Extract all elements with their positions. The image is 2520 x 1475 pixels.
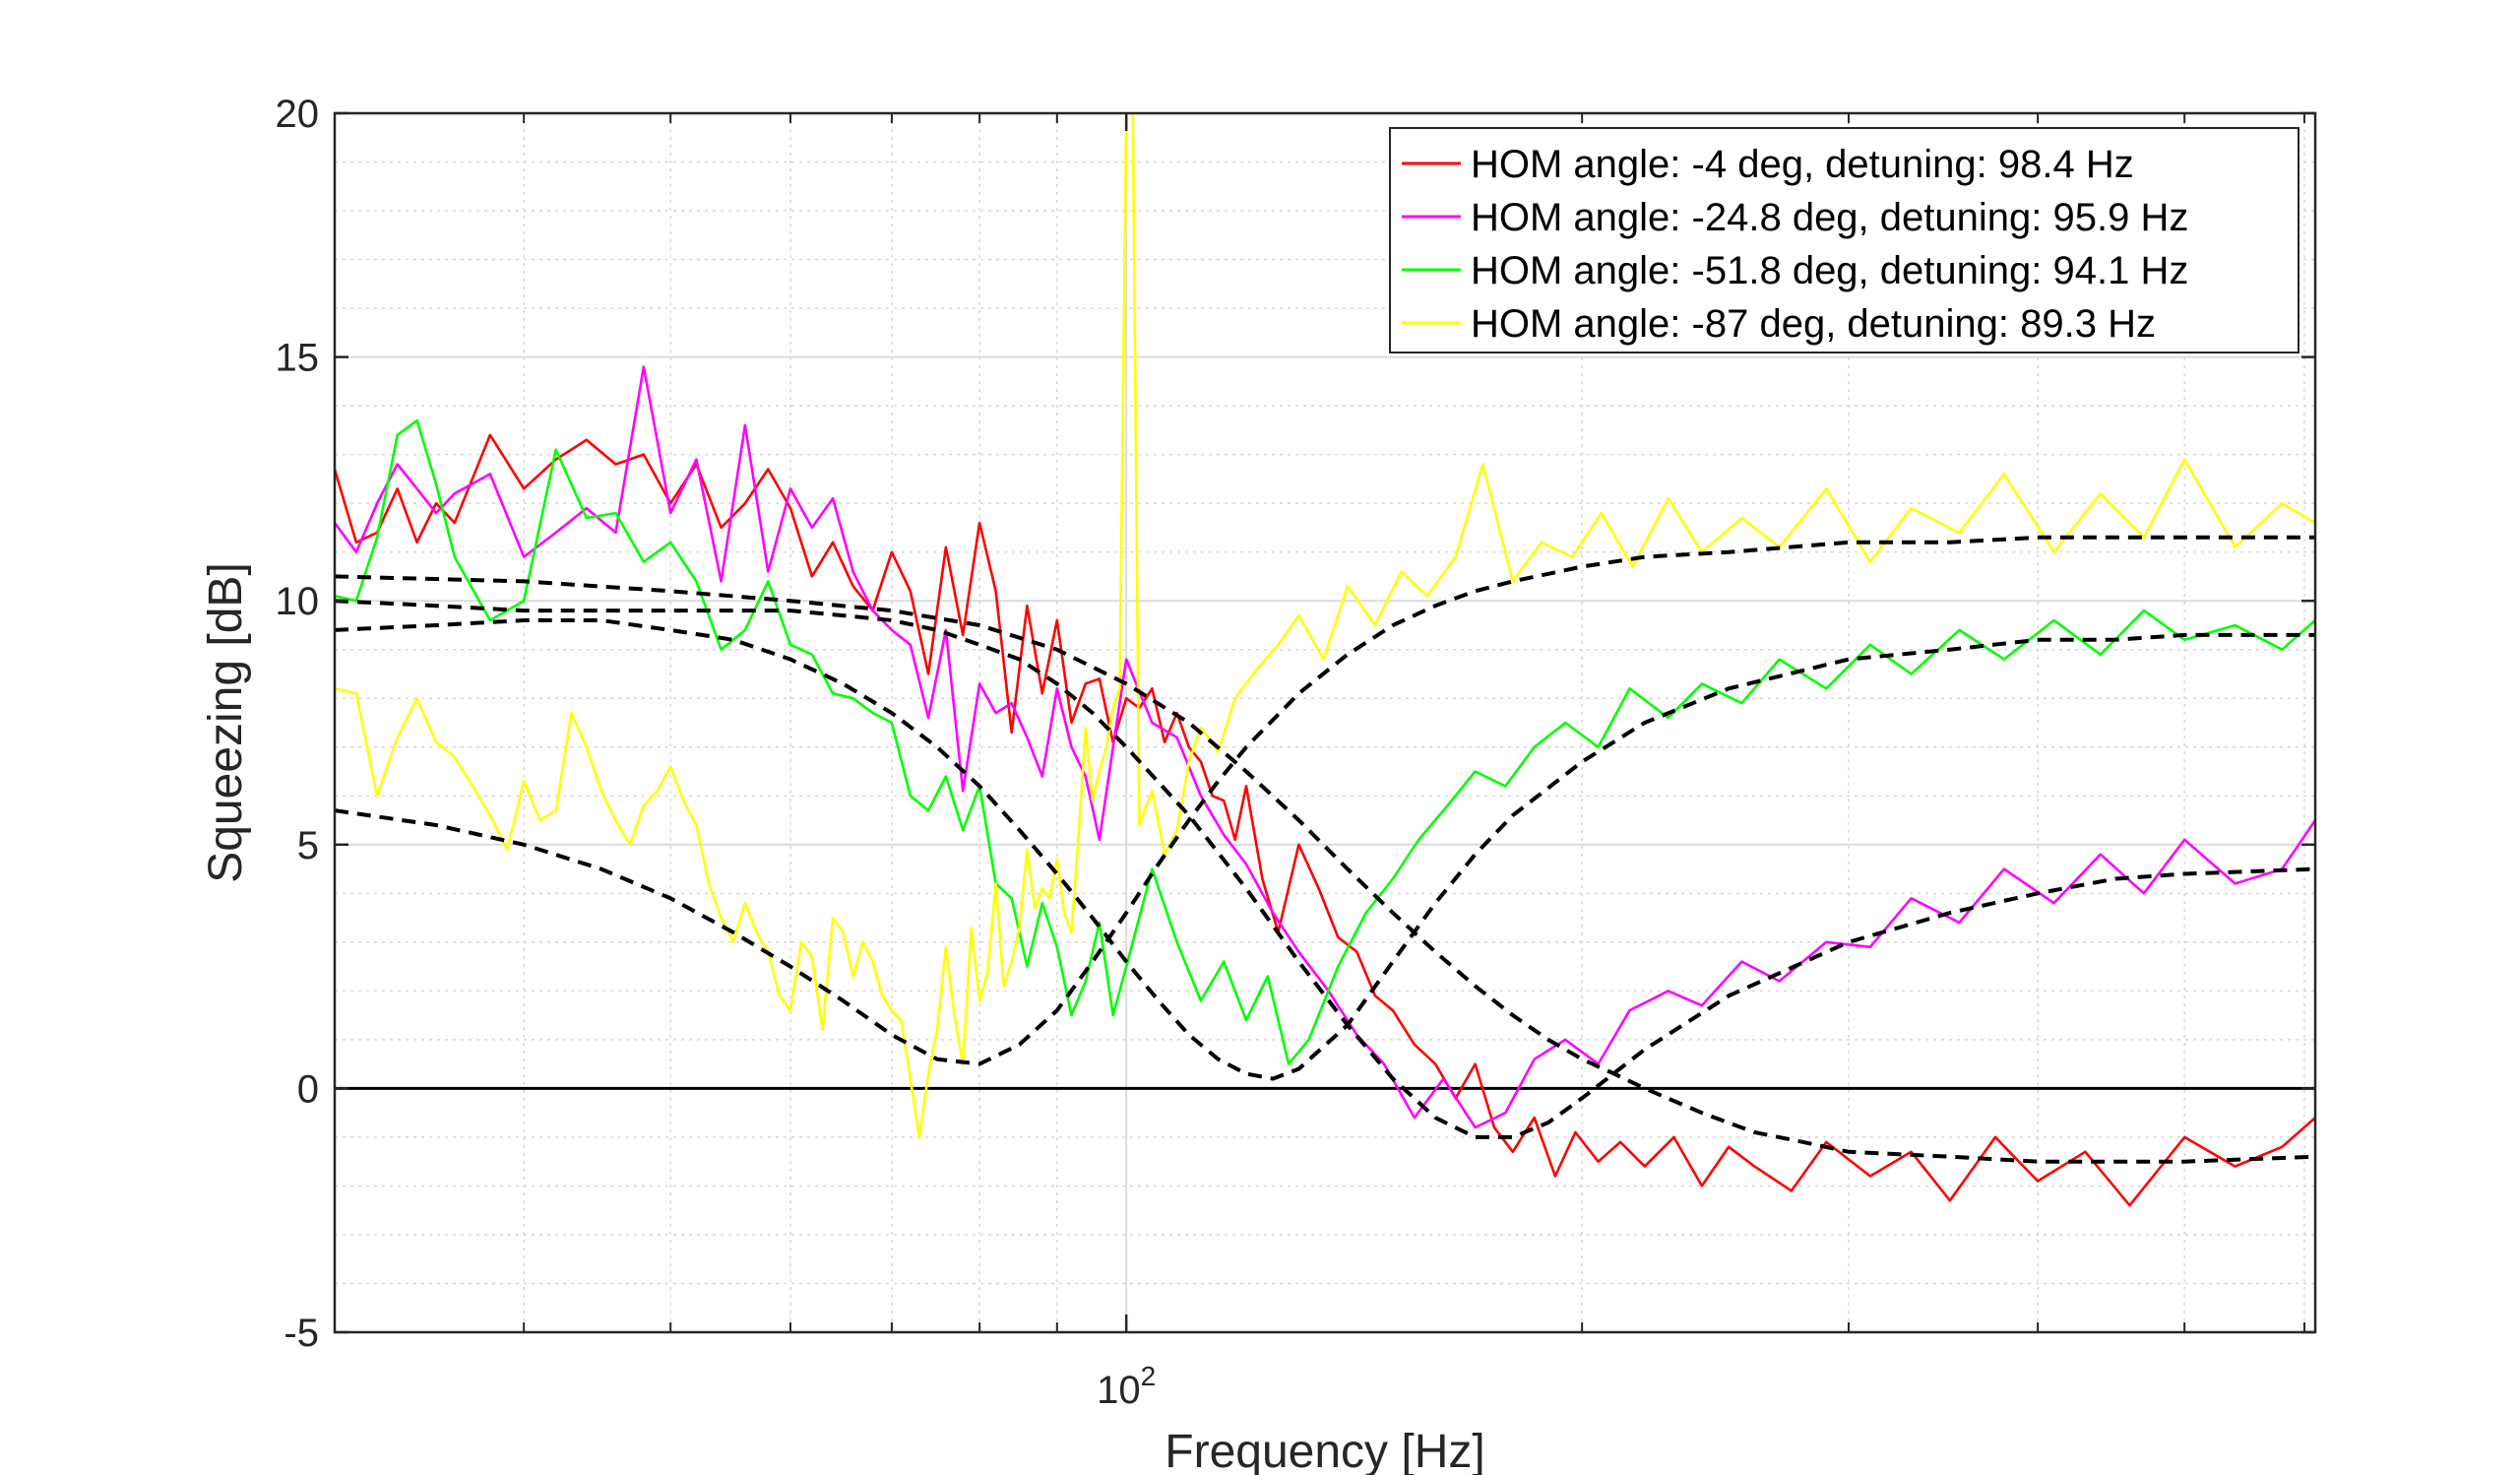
model-fit-magenta [335,599,2315,1139]
legend-entry-label: HOM angle: -24.8 deg, detuning: 95.9 Hz [1471,196,2188,239]
legend: HOM angle: -4 deg, detuning: 98.4 Hz HOM … [1389,127,2300,353]
axes-frame [333,111,2317,1334]
legend-entry-label: HOM angle: -4 deg, detuning: 98.4 Hz [1471,143,2134,186]
model-fit-yellow [335,535,2315,1066]
series-green-line [335,418,2315,1065]
model-fit-green [335,618,2315,1081]
y-tick-label: 15 [276,337,320,380]
series-yellow-line [335,113,2315,1139]
series-magenta-line [335,365,2315,1129]
axes: -5 0 5 10 15 20 102 [276,93,2317,1412]
legend-entry-label: HOM angle: -51.8 deg, detuning: 94.1 Hz [1471,249,2188,292]
y-tick-label: 20 [276,93,320,136]
x-axis-label: Frequency [Hz] [1165,1426,1484,1475]
x-tick-label: 102 [1097,1361,1156,1412]
model-fit-red [335,574,2315,1164]
legend-entry-label: HOM angle: -87 deg, detuning: 89.3 Hz [1471,302,2156,346]
y-tick-label: 10 [276,580,320,623]
y-axis-label: Squeezing [dB] [200,562,252,883]
y-tick-label: 5 [297,824,319,867]
y-tick-label: 0 [297,1067,319,1111]
y-tick-label: -5 [284,1312,319,1355]
legend-box [1389,127,2300,353]
